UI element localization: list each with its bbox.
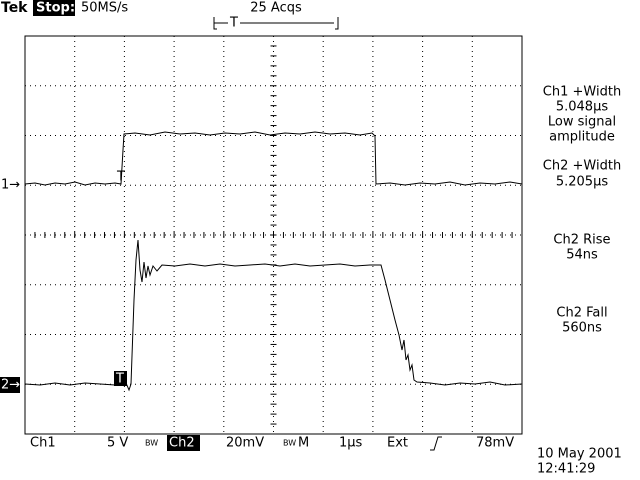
measurement-value: 5.048µs bbox=[556, 100, 608, 115]
mode: M bbox=[298, 436, 309, 451]
date: 10 May 2001 bbox=[537, 447, 622, 462]
ch2-bw: BW bbox=[283, 439, 296, 448]
measurement-label: Ch1 +Width bbox=[543, 85, 621, 100]
measurement-label: Ch2 Fall bbox=[556, 306, 607, 321]
graticule-border bbox=[24, 35, 523, 435]
measurement-value: 560ns bbox=[562, 321, 602, 336]
trigger-slope bbox=[430, 436, 442, 451]
graticule bbox=[24, 35, 523, 435]
measurement-label: Ch2 +Width bbox=[543, 159, 621, 174]
measurement-value: 54ns bbox=[566, 248, 598, 263]
ch2-label: Ch2 bbox=[169, 436, 195, 451]
ch1-label: Ch1 bbox=[30, 436, 56, 451]
trigger-source: Ext bbox=[387, 436, 408, 451]
ch1-marker: 1→ bbox=[1, 178, 20, 193]
timebase: 1µs bbox=[339, 436, 363, 451]
ch2-marker: 2→ bbox=[1, 378, 20, 393]
trigger-marker-ch1: T bbox=[116, 170, 125, 185]
status-box bbox=[33, 0, 75, 16]
trigger-marker-ch2: T bbox=[115, 372, 124, 387]
measurement-label: Ch2 Rise bbox=[553, 233, 610, 248]
ch2-waveform bbox=[24, 239, 523, 392]
time: 12:41:29 bbox=[537, 462, 595, 477]
trigger-position: T bbox=[229, 16, 238, 31]
ch2-scale: 20mV bbox=[226, 436, 264, 451]
ch1-bw: BW bbox=[145, 439, 158, 448]
acquisitions: 25 Acqs bbox=[250, 1, 302, 16]
ch1-scale: 5 V bbox=[107, 436, 128, 451]
ch2-label-box bbox=[167, 435, 200, 451]
ch1-waveform bbox=[24, 131, 523, 186]
ch2-marker-box bbox=[0, 377, 20, 393]
brand: Tek bbox=[1, 0, 28, 16]
measurement-note: Low signal bbox=[548, 115, 616, 130]
sample-rate: 50MS/s bbox=[81, 1, 128, 16]
record-bracket bbox=[213, 17, 339, 30]
measurement-note: amplitude bbox=[549, 130, 615, 145]
trigger-level: 78mV bbox=[476, 436, 514, 451]
trigger-marker-ch2-box bbox=[114, 371, 127, 386]
measurement-value: 5.205µs bbox=[556, 175, 608, 190]
status: Stop: bbox=[36, 1, 75, 16]
